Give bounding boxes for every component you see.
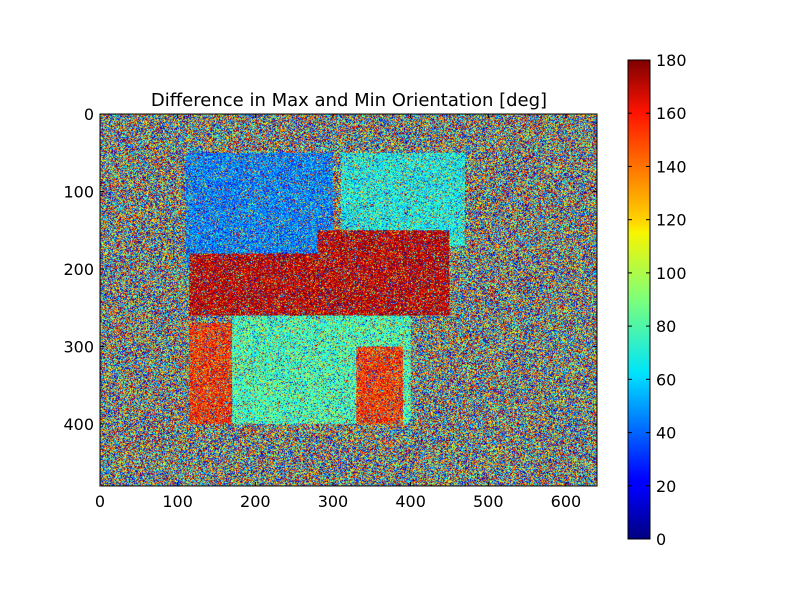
colorbar-tick-label: 80 — [656, 317, 676, 336]
y-tick-label: 100 — [63, 183, 94, 202]
colorbar-tick-label: 160 — [656, 104, 687, 123]
y-axis: 0 100 200 300 400 — [63, 105, 597, 434]
colorbar-axis: 0 20 40 60 80 100 120 140 160 180 — [628, 51, 687, 549]
colorbar-tick-label: 180 — [656, 51, 687, 70]
chart-title: Difference in Max and Min Orientation [d… — [151, 90, 547, 111]
x-tick-label: 100 — [162, 492, 193, 511]
colorbar-tick-label: 0 — [656, 530, 666, 549]
x-tick-label: 500 — [473, 492, 504, 511]
colorbar — [627, 59, 651, 540]
x-tick-label: 600 — [551, 492, 582, 511]
y-tick-label: 0 — [84, 105, 94, 124]
colorbar-tick-label: 60 — [656, 370, 676, 389]
colorbar-tick-label: 140 — [656, 157, 687, 176]
colorbar-tick-label: 20 — [656, 477, 676, 496]
x-tick-label: 400 — [395, 492, 426, 511]
x-tick-label: 300 — [318, 492, 349, 511]
colorbar-tick-label: 40 — [656, 424, 676, 443]
y-tick-label: 200 — [63, 260, 94, 279]
colorbar-tick-label: 120 — [656, 211, 687, 230]
y-tick-label: 400 — [63, 415, 94, 434]
x-axis: 0 100 200 300 400 500 600 — [95, 114, 581, 511]
x-tick-label: 200 — [240, 492, 271, 511]
y-tick-label: 300 — [63, 338, 94, 357]
heatmap-cells — [100, 114, 597, 486]
heatmap-image — [100, 114, 597, 486]
colorbar-tick-label: 100 — [656, 264, 687, 283]
plot-frame — [99, 113, 598, 487]
x-tick-label: 0 — [95, 492, 105, 511]
